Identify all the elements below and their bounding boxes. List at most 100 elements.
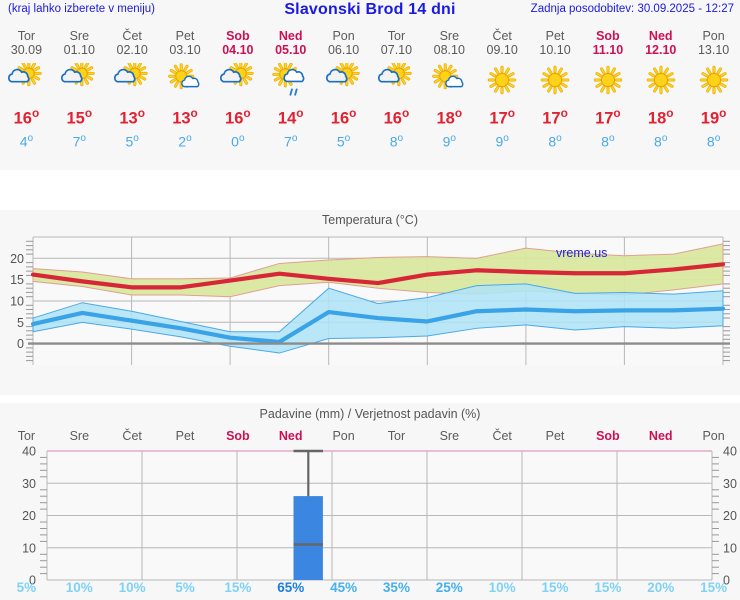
degree-symbol: o [133,132,139,144]
weather-icon-wrap [529,60,582,100]
page-title: Slavonski Brod 14 dni [284,1,456,18]
day-column-30-09[interactable]: Tor 30.09 16o 4o [0,22,53,170]
day-name: Pet [175,29,195,43]
day-name: Sob [596,29,620,43]
temp-max-value: 18o [634,102,687,130]
sunny-icon [540,65,570,95]
rain-shower-icon [272,63,305,96]
day-column-05-10[interactable]: Ned 05.10 14o 7o [264,22,317,170]
temp-max-value: 16o [317,102,370,130]
temp-min-value: 8o [529,130,582,151]
day-name: Čet [492,29,512,43]
precip-y-tick-left: 30 [22,477,36,491]
precip-y-tick-right: 0 [723,574,730,588]
temp-max-number: 17 [489,109,508,128]
temp-y-tick: 0 [17,337,24,351]
precip-day-label: Ned [648,429,673,443]
temp-min-value: 8o [634,130,687,151]
temp-max-number: 18 [647,109,667,128]
temp-max-number: 13 [119,109,138,128]
weather-icon-wrap [687,60,740,100]
day-name: Sre [69,29,90,43]
precip-y-tick-right: 10 [723,541,737,555]
day-column-02-10[interactable]: Čet 02.10 13o 5o [106,22,159,170]
day-name: Ned [278,29,303,43]
degree-symbol: o [80,132,86,144]
day-date: 11.10 [592,43,624,57]
degree-symbol: o [608,132,615,144]
sunny-icon [593,65,623,95]
degree-symbol: o [238,132,245,144]
temp-max-number: 19 [700,109,720,128]
day-column-07-10[interactable]: Tor 07.10 16o 8o [370,22,423,170]
precip-probability-value: 5% [16,580,37,595]
day-column-13-10[interactable]: Pon 13.10 19o 8o [687,22,740,170]
weather-icon-wrap [264,60,317,100]
mostly-sunny-icon [432,63,464,90]
watermark-text: vreme.us [556,246,607,260]
temp-y-tick: 15 [10,273,24,287]
precipitation-y-axis-labels: 0 10 20 30 40 0 10 20 30 40 [22,445,737,588]
degree-symbol: o [296,106,304,120]
temp-min-number: 8 [601,133,609,150]
temperature-series-group [30,243,726,354]
weather-icon-wrap [423,60,476,100]
day-column-09-10[interactable]: Čet 09.10 17o 9o [476,22,529,170]
temperature-chart-svg: 0 5 10 15 20 vreme.us [10,236,730,365]
day-column-04-10[interactable]: Sob 04.10 16o 0o [211,22,264,170]
temp-min-value: 8o [581,130,634,151]
section-divider-bottom [0,395,740,403]
precipitation-chart-title: Padavine (mm) / Verjetnost padavin (%) [259,407,481,421]
day-date: 01.10 [63,43,95,57]
temp-min-value: 9o [476,130,529,151]
sunny-icon [646,65,675,95]
day-column-01-10[interactable]: Sre 01.10 15o 7o [53,22,106,170]
degree-symbol: o [190,106,198,120]
degree-symbol: o [454,106,463,120]
precipitation-chart-svg: 0 10 20 30 40 0 10 20 30 40 [22,445,737,588]
day-column-03-10[interactable]: Pet 03.10 13o 2o [159,22,212,170]
precip-probability-value: 15% [541,580,569,595]
temp-min-value: 5o [106,130,159,151]
day-column-06-10[interactable]: Pon 06.10 16o 5o [317,22,370,170]
temp-max-value: 17o [581,102,634,130]
weather-icon-wrap [159,60,212,100]
day-column-11-10[interactable]: Sob 11.10 17o 8o [581,22,634,170]
partly-cloudy-icon [219,63,254,87]
mostly-sunny-icon [168,63,200,90]
precip-day-label: Sre [69,429,90,443]
precipitation-day-labels: Tor Sre Čet Pet Sob Ned Pon Tor Sre Čet Pet Sob Ned P… [0,429,740,445]
precip-y-tick-left: 40 [22,445,36,459]
temp-min-number: 4 [19,133,28,150]
temp-y-tick: 10 [10,295,24,309]
weather-icon-wrap [581,60,634,100]
precip-probability-value: 65% [277,580,305,595]
degree-symbol: o [503,132,509,144]
temp-max-number: 16 [383,109,402,128]
day-column-10-10[interactable]: Pet 10.10 17o 8o [529,22,582,170]
temp-y-tick: 5 [17,316,24,330]
day-name: Tor [17,29,36,43]
temp-max-value: 16o [370,102,423,130]
precip-bar[interactable] [293,496,323,580]
temp-max-number: 16 [330,109,350,128]
day-date: 30.09 [10,43,43,57]
temp-max-value: 16o [211,102,264,130]
precip-y-tick-right: 30 [723,477,737,491]
day-column-08-10[interactable]: Sre 08.10 18o 9o [423,22,476,170]
temp-max-number: 17 [542,109,561,128]
degree-symbol: o [84,106,93,120]
temp-max-value: 17o [529,102,582,130]
sunny-icon [487,65,517,95]
temp-min-number: 2 [178,133,187,150]
day-column-12-10[interactable]: Ned 12.10 18o 8o [634,22,687,170]
weather-icon-wrap [476,60,529,100]
temp-y-tick: 20 [10,252,24,266]
precip-day-label: Pet [175,429,195,443]
temp-min-number: 9 [442,133,451,150]
degree-symbol: o [507,106,515,120]
temp-max-number: 18 [436,109,455,128]
temperature-line [30,262,726,290]
day-date: 05.10 [275,43,307,57]
degree-symbol: o [243,106,251,120]
